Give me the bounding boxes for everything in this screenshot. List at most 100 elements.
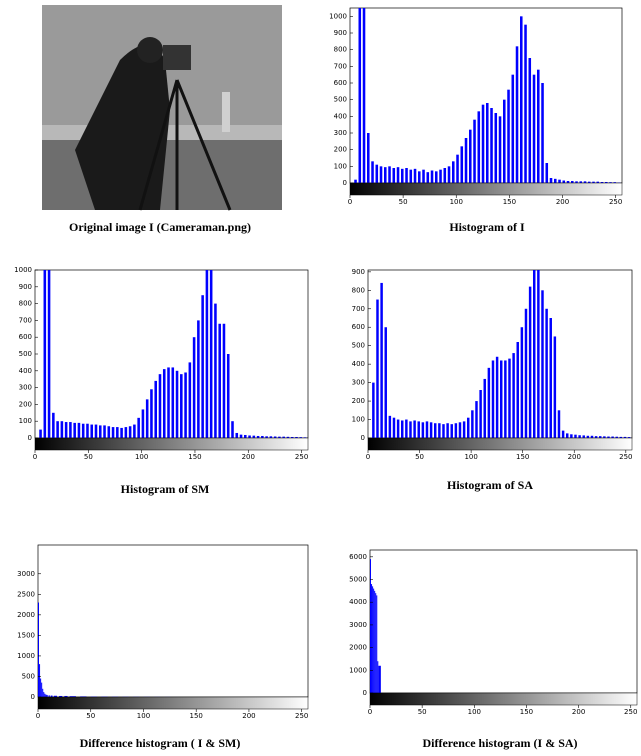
bar (483, 378, 486, 438)
x-tick-label: 200 (568, 453, 581, 461)
bar (422, 169, 425, 183)
photo (42, 5, 282, 211)
bar (392, 417, 396, 438)
histogram-panel: 0 100 200 300 400 500 600 700 800 900 1000 0 50 100 15… (14, 266, 309, 496)
y-tick-label: 0 (343, 179, 347, 187)
y-tick-label: 500 (352, 342, 365, 350)
bar (532, 74, 536, 183)
bar (47, 270, 51, 438)
bar (248, 435, 251, 438)
bar (586, 435, 590, 438)
bar (290, 436, 294, 438)
bar (481, 104, 485, 183)
bar (475, 401, 478, 438)
x-tick-label: 50 (399, 198, 408, 206)
bar (545, 308, 548, 438)
bar (39, 664, 41, 697)
colorbar (349, 182, 623, 196)
bar (442, 424, 445, 438)
bar (528, 58, 532, 183)
bar (180, 374, 183, 438)
bar (371, 584, 373, 693)
bar (59, 695, 63, 697)
bar (553, 336, 557, 438)
bar (64, 695, 68, 697)
bar (388, 166, 391, 183)
bar (504, 360, 507, 438)
bar (583, 181, 587, 183)
bar (111, 427, 115, 438)
x-tick-label: 150 (188, 453, 201, 461)
bar (90, 424, 94, 438)
bar (545, 163, 549, 183)
y-tick-label: 400 (19, 367, 32, 375)
x-tick-label: 250 (295, 453, 308, 461)
bar (380, 282, 383, 438)
bar (425, 421, 429, 438)
x-tick-label: 200 (572, 708, 585, 716)
y-tick-label: 500 (19, 350, 32, 358)
x-tick-label: 100 (468, 708, 481, 716)
y-tick-label: 700 (19, 316, 32, 324)
bar (434, 423, 437, 438)
bar (375, 164, 379, 183)
bar (549, 318, 552, 438)
bar (239, 434, 243, 438)
bar (596, 181, 600, 183)
chart-caption: Histogram of I (449, 220, 525, 234)
bar (375, 593, 377, 693)
bar (571, 181, 574, 183)
bar (396, 167, 400, 183)
bar (205, 270, 209, 438)
x-tick-label: 0 (33, 453, 37, 461)
y-tick-label: 100 (19, 417, 32, 425)
bar (516, 342, 519, 438)
x-tick-label: 50 (418, 708, 427, 716)
y-tick-label: 200 (352, 397, 365, 405)
bar (116, 427, 119, 438)
bars (39, 270, 307, 438)
bar (495, 356, 499, 438)
bar (48, 695, 50, 697)
bar (599, 436, 602, 438)
bar (447, 166, 451, 183)
bar (541, 83, 544, 183)
y-tick-label: 400 (352, 360, 365, 368)
x-tick-label: 150 (516, 453, 529, 461)
bar (137, 417, 140, 438)
bar (45, 694, 47, 697)
bar (278, 436, 281, 438)
bar (372, 586, 374, 693)
bar (42, 688, 44, 697)
bar (371, 161, 374, 183)
y-tick-label: 1000 (349, 666, 367, 674)
bar (222, 323, 226, 438)
bar (405, 168, 408, 183)
bar (611, 436, 614, 438)
colorbar (34, 437, 309, 451)
bars (370, 559, 381, 693)
y-tick-label: 300 (19, 384, 32, 392)
bar (473, 119, 476, 183)
bar (80, 696, 87, 697)
bar (592, 181, 595, 183)
bar (467, 417, 470, 438)
bar (623, 436, 627, 438)
y-tick-label: 400 (334, 112, 347, 120)
y-tick-label: 1000 (17, 652, 35, 660)
x-tick-label: 150 (503, 198, 516, 206)
bar (405, 419, 408, 438)
bar (384, 167, 387, 183)
bar (561, 430, 565, 438)
bar (520, 16, 523, 183)
y-tick-label: 500 (334, 96, 347, 104)
bar (201, 295, 204, 438)
bar (303, 437, 307, 438)
y-tick-label: 3000 (17, 570, 35, 578)
bar (524, 308, 528, 438)
x-tick-label: 50 (86, 712, 95, 720)
bar (605, 182, 608, 183)
image-caption: Original image I (Cameraman.png) (69, 220, 251, 234)
x-tick-label: 100 (137, 712, 150, 720)
